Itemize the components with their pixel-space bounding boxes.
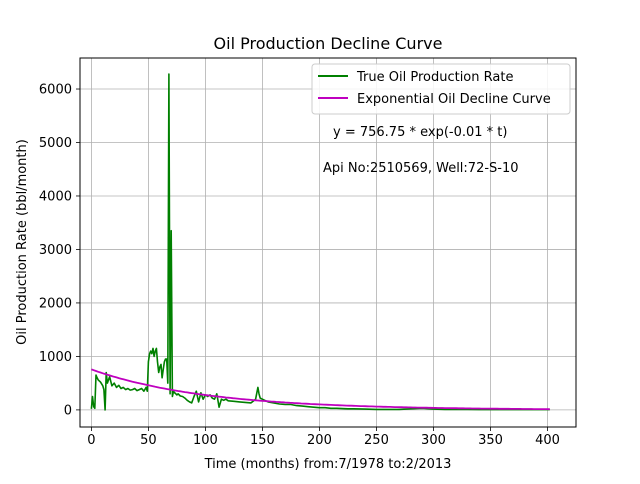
well-info-annotation: Api No:2510569, Well:72-S-10 — [323, 161, 519, 176]
y-axis-ticks: 0 1000 2000 3000 4000 5000 6000 — [39, 83, 80, 418]
legend-label-decline-curve: Exponential Oil Decline Curve — [357, 92, 551, 107]
series-layer — [90, 73, 550, 411]
y-tick-label: 5000 — [39, 136, 72, 151]
plot-frame — [79, 57, 577, 428]
series-line-decline-curve — [91, 368, 550, 411]
x-tick-label: 300 — [421, 433, 446, 448]
x-tick-label: 250 — [364, 433, 389, 448]
y-tick-label: 3000 — [39, 243, 72, 258]
legend-box — [311, 63, 571, 115]
y-tick-label: 6000 — [39, 83, 72, 98]
x-tick-label: 350 — [478, 433, 503, 448]
plot-background — [80, 58, 576, 427]
x-axis-label: Time (months) from:7/1978 to:2/2013 — [204, 457, 452, 472]
fit-equation-annotation: y = 756.75 * exp(-0.01 * t) — [333, 125, 507, 140]
y-axis-label: Oil Production Rate (bbl/month) — [15, 139, 30, 345]
x-tick-label: 150 — [250, 433, 275, 448]
y-tick-label: 2000 — [39, 296, 72, 311]
y-tick-label: 0 — [64, 403, 72, 418]
x-tick-label: 0 — [87, 433, 95, 448]
legend-label-true-rate: True Oil Production Rate — [356, 70, 513, 85]
legend: True Oil Production Rate Exponential Oil… — [311, 63, 571, 115]
y-tick-label: 1000 — [39, 350, 72, 365]
x-tick-label: 100 — [193, 433, 218, 448]
x-tick-label: 400 — [535, 433, 560, 448]
x-tick-label: 200 — [307, 433, 332, 448]
x-axis-ticks: 0 50 100 150 200 250 300 350 400 — [87, 427, 560, 448]
y-tick-label: 4000 — [39, 189, 72, 204]
series-line-true-rate — [90, 73, 550, 411]
x-tick-label: 50 — [140, 433, 157, 448]
chart-title: Oil Production Decline Curve — [214, 34, 443, 53]
